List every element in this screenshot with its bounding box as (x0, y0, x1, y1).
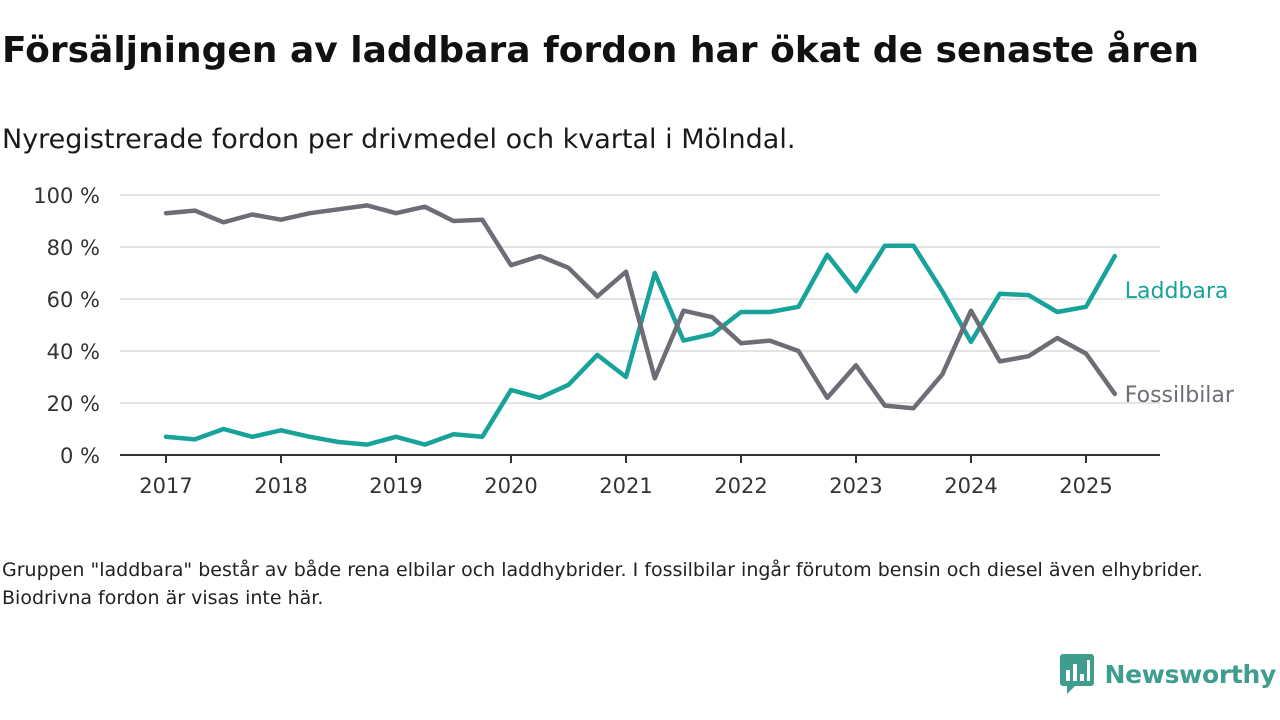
x-tick-label: 2023 (829, 474, 882, 498)
x-tick-label: 2019 (369, 474, 422, 498)
x-tick-label: 2021 (599, 474, 652, 498)
x-tick-label: 2025 (1059, 474, 1112, 498)
series-line-fossilbilar (163, 203, 1118, 411)
chart-title: Försäljningen av laddbara fordon har öka… (2, 30, 1199, 71)
y-tick-label: 0 % (60, 444, 100, 468)
series-label-fossilbilar: Fossilbilar (1125, 383, 1235, 408)
x-tick-label: 2022 (714, 474, 767, 498)
series-line-laddbara (163, 243, 1118, 447)
y-tick-label: 100 % (33, 184, 100, 208)
series-labels: Laddbara Fossilbilar (1125, 279, 1235, 408)
y-tick-label: 80 % (47, 236, 100, 260)
chart-subtitle: Nyregistrerade fordon per drivmedel och … (2, 124, 796, 155)
x-tick-label: 2020 (484, 474, 537, 498)
line-chart: 0 % 20 % 40 % 60 % 80 % 100 % 2017 2018 2019 2020… (33, 184, 1235, 498)
newsworthy-logo[interactable]: Newsworthy (1059, 652, 1277, 696)
series-label-laddbara: Laddbara (1125, 279, 1229, 304)
y-tick-label: 20 % (47, 392, 100, 416)
series-lines (163, 203, 1118, 447)
y-tick-label: 40 % (47, 340, 100, 364)
y-tick-label: 60 % (47, 288, 100, 312)
x-tick-label: 2024 (944, 474, 997, 498)
grid-lines (120, 194, 1160, 404)
axes: 0 % 20 % 40 % 60 % 80 % 100 % 2017 2018 2019 2020… (33, 184, 1160, 498)
footnote: Gruppen "laddbara" består av både rena e… (2, 559, 1203, 609)
newsworthy-logo-text: Newsworthy (1104, 659, 1277, 689)
x-tick-label: 2018 (254, 474, 307, 498)
newsworthy-logo-icon (1059, 654, 1094, 694)
x-tick-label: 2017 (139, 474, 192, 498)
